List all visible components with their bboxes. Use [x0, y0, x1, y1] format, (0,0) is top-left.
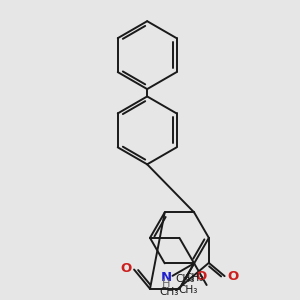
Text: O: O [227, 270, 239, 283]
Text: CH₃: CH₃ [159, 287, 179, 297]
Text: O: O [121, 262, 132, 275]
Text: CH₃: CH₃ [178, 285, 198, 295]
Text: CH₃: CH₃ [184, 273, 204, 283]
Text: H: H [162, 279, 170, 289]
Text: CH₃: CH₃ [176, 274, 195, 284]
Text: O: O [195, 270, 207, 283]
Text: N: N [160, 271, 171, 284]
